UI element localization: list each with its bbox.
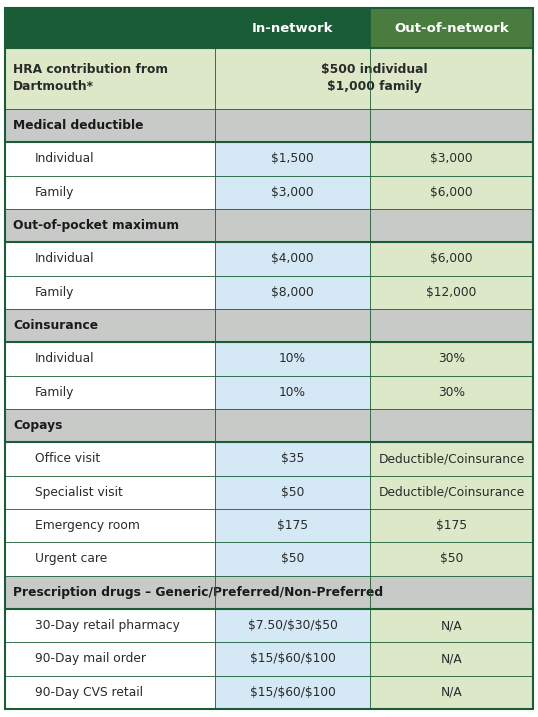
- Bar: [5, 242, 215, 275]
- Text: Family: Family: [35, 186, 74, 199]
- Text: Office visit: Office visit: [35, 452, 100, 465]
- Bar: [5, 376, 215, 409]
- Bar: [215, 8, 370, 48]
- Bar: [5, 8, 215, 48]
- Text: N/A: N/A: [441, 619, 462, 632]
- Text: 90-Day mail order: 90-Day mail order: [35, 652, 146, 665]
- Text: Deductible/Coinsurance: Deductible/Coinsurance: [378, 452, 525, 465]
- Bar: [5, 209, 533, 242]
- Text: $6,000: $6,000: [430, 186, 473, 199]
- Text: 30%: 30%: [438, 353, 465, 366]
- Bar: [215, 609, 370, 642]
- Bar: [215, 142, 370, 176]
- Text: N/A: N/A: [441, 686, 462, 699]
- Bar: [370, 142, 533, 176]
- Text: 10%: 10%: [279, 353, 306, 366]
- Text: $500 individual
$1,000 family: $500 individual $1,000 family: [321, 63, 427, 93]
- Text: Prescription drugs – Generic/Preferred/Non-Preferred: Prescription drugs – Generic/Preferred/N…: [13, 586, 383, 599]
- Bar: [215, 342, 370, 376]
- Bar: [215, 509, 370, 542]
- Bar: [215, 442, 370, 475]
- Bar: [370, 176, 533, 209]
- Bar: [370, 509, 533, 542]
- Text: $50: $50: [281, 553, 304, 566]
- Bar: [5, 48, 215, 109]
- Text: Individual: Individual: [35, 353, 95, 366]
- Bar: [5, 475, 215, 509]
- Text: 30-Day retail pharmacy: 30-Day retail pharmacy: [35, 619, 180, 632]
- Bar: [5, 342, 215, 376]
- Bar: [5, 442, 215, 475]
- Bar: [370, 275, 533, 309]
- Text: Deductible/Coinsurance: Deductible/Coinsurance: [378, 486, 525, 499]
- Text: In-network: In-network: [252, 22, 333, 34]
- Text: $12,000: $12,000: [426, 286, 477, 299]
- Text: Individual: Individual: [35, 252, 95, 265]
- Bar: [5, 176, 215, 209]
- Bar: [370, 475, 533, 509]
- Bar: [5, 142, 215, 176]
- Text: $7.50/$30/$50: $7.50/$30/$50: [247, 619, 337, 632]
- Text: $1,500: $1,500: [271, 153, 314, 166]
- Text: $4,000: $4,000: [271, 252, 314, 265]
- Bar: [215, 675, 370, 709]
- Bar: [215, 542, 370, 576]
- Bar: [5, 542, 215, 576]
- Text: Medical deductible: Medical deductible: [13, 119, 144, 132]
- Text: Out-of-pocket maximum: Out-of-pocket maximum: [13, 219, 179, 232]
- Text: $175: $175: [277, 519, 308, 532]
- Text: Urgent care: Urgent care: [35, 553, 107, 566]
- Bar: [215, 242, 370, 275]
- Text: $50: $50: [281, 486, 304, 499]
- Bar: [5, 609, 215, 642]
- Text: $50: $50: [440, 553, 463, 566]
- Text: $175: $175: [436, 519, 467, 532]
- Text: $15/$60/$100: $15/$60/$100: [250, 686, 335, 699]
- Bar: [215, 275, 370, 309]
- Text: Out-of-network: Out-of-network: [394, 22, 509, 34]
- Text: Family: Family: [35, 386, 74, 399]
- Text: $3,000: $3,000: [271, 186, 314, 199]
- Bar: [5, 109, 533, 142]
- Bar: [370, 609, 533, 642]
- Text: Copays: Copays: [13, 419, 62, 432]
- Bar: [5, 675, 215, 709]
- Text: 10%: 10%: [279, 386, 306, 399]
- Bar: [370, 8, 533, 48]
- Bar: [215, 48, 533, 109]
- Bar: [215, 376, 370, 409]
- Text: $3,000: $3,000: [430, 153, 473, 166]
- Text: Individual: Individual: [35, 153, 95, 166]
- Text: N/A: N/A: [441, 652, 462, 665]
- Text: $6,000: $6,000: [430, 252, 473, 265]
- Bar: [370, 442, 533, 475]
- Text: HRA contribution from
Dartmouth*: HRA contribution from Dartmouth*: [13, 63, 168, 93]
- Bar: [370, 342, 533, 376]
- Text: 90-Day CVS retail: 90-Day CVS retail: [35, 686, 143, 699]
- Bar: [215, 642, 370, 675]
- Text: 30%: 30%: [438, 386, 465, 399]
- Text: Family: Family: [35, 286, 74, 299]
- Text: $35: $35: [281, 452, 304, 465]
- Bar: [5, 642, 215, 675]
- Bar: [370, 242, 533, 275]
- Bar: [370, 642, 533, 675]
- Bar: [370, 542, 533, 576]
- Bar: [370, 675, 533, 709]
- Text: $8,000: $8,000: [271, 286, 314, 299]
- Bar: [5, 409, 533, 442]
- Bar: [370, 376, 533, 409]
- Text: Emergency room: Emergency room: [35, 519, 140, 532]
- Text: $15/$60/$100: $15/$60/$100: [250, 652, 335, 665]
- Bar: [5, 576, 533, 609]
- Bar: [5, 275, 215, 309]
- Bar: [5, 509, 215, 542]
- Text: Coinsurance: Coinsurance: [13, 319, 98, 332]
- Bar: [215, 475, 370, 509]
- Bar: [5, 309, 533, 342]
- Bar: [215, 176, 370, 209]
- Text: Specialist visit: Specialist visit: [35, 486, 123, 499]
